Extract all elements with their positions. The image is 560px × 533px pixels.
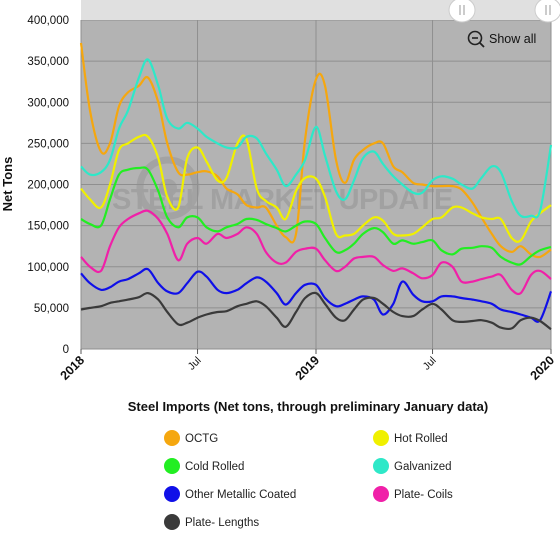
- y-tick-label: 300,000: [27, 97, 69, 109]
- series-line-plate-coils[interactable]: [80, 209, 552, 296]
- legend-marker: [373, 430, 389, 446]
- watermark-text: STEEL MARKET UPDATE: [112, 184, 453, 216]
- legend-item-cold-rolled[interactable]: Cold Rolled: [164, 458, 244, 474]
- legend-label: Cold Rolled: [185, 461, 244, 473]
- legend-item-hot-rolled[interactable]: Hot Rolled: [373, 430, 448, 446]
- x-axis-ticks: 2018 Jul 2019 Jul 2020: [58, 349, 558, 383]
- legend-label: Galvanized: [394, 461, 452, 473]
- legend-marker: [164, 514, 180, 530]
- zoom-out-icon-handle: [479, 42, 485, 48]
- show-all-button[interactable]: Show all: [467, 30, 537, 48]
- series-line-other-metallic-coated[interactable]: [80, 267, 553, 323]
- x-tick-label: 2019: [293, 353, 323, 383]
- legend-item-galvanized[interactable]: Galvanized: [373, 458, 452, 474]
- y-axis-title: Net Tons: [0, 157, 15, 212]
- legend-marker: [164, 458, 180, 474]
- y-axis-ticks: 0 50,000 100,000 150,000 200,000 250,000 300,0…: [27, 15, 69, 356]
- navigator-left-handle-knob[interactable]: [448, 0, 476, 23]
- show-all-label: Show all: [489, 32, 536, 46]
- series-line-hot-rolled[interactable]: [80, 133, 552, 243]
- series-line-plate-lengths[interactable]: [80, 291, 552, 331]
- series-line-octg[interactable]: [79, 42, 552, 259]
- legend-item-plate-coils[interactable]: Plate- Coils: [373, 486, 453, 502]
- y-tick-label: 400,000: [27, 15, 69, 27]
- zoom-out-icon: [467, 30, 483, 46]
- x-axis-title: Steel Imports (Net tons, through prelimi…: [128, 399, 488, 414]
- legend-marker: [373, 458, 389, 474]
- y-tick-label: 100,000: [27, 262, 69, 274]
- watermark-gear-icon: [136, 156, 200, 220]
- navigator-left-handle[interactable]: [448, 0, 476, 23]
- legend-item-plate-lengths[interactable]: Plate- Lengths: [164, 514, 259, 530]
- series-line-cold-rolled[interactable]: [80, 166, 552, 266]
- legend-label: Hot Rolled: [394, 433, 448, 445]
- y-tick-label: 350,000: [27, 56, 69, 68]
- series-lines: [79, 42, 553, 331]
- y-tick-label: 0: [63, 344, 69, 356]
- legend-label: OCTG: [185, 433, 218, 445]
- legend-label: Other Metallic Coated: [185, 489, 296, 501]
- legend-item-octg[interactable]: OCTG: [164, 430, 218, 446]
- navigator-window[interactable]: [81, 0, 551, 20]
- series-line-galvanized[interactable]: [80, 58, 553, 219]
- legend-item-other-metallic-coated[interactable]: Other Metallic Coated: [164, 486, 296, 502]
- legend-marker: [164, 486, 180, 502]
- y-tick-label: 250,000: [27, 138, 69, 150]
- navigator-right-handle-knob[interactable]: [534, 0, 560, 23]
- y-tick-label: 150,000: [27, 221, 69, 233]
- y-tick-label: 50,000: [34, 303, 69, 315]
- x-tick-label: Jul: [421, 355, 439, 373]
- navigator-right-handle[interactable]: [534, 0, 560, 23]
- x-tick-label: 2020: [528, 353, 558, 383]
- x-tick-label: Jul: [186, 355, 204, 373]
- legend-label: Plate- Coils: [394, 489, 453, 501]
- legend-label: Plate- Lengths: [185, 517, 259, 529]
- legend-marker: [164, 430, 180, 446]
- x-tick-label: 2018: [58, 353, 88, 383]
- legend: OCTG Hot Rolled Cold Rolled Galvanized Other…: [164, 430, 453, 530]
- legend-marker: [373, 486, 389, 502]
- y-tick-label: 200,000: [27, 180, 69, 192]
